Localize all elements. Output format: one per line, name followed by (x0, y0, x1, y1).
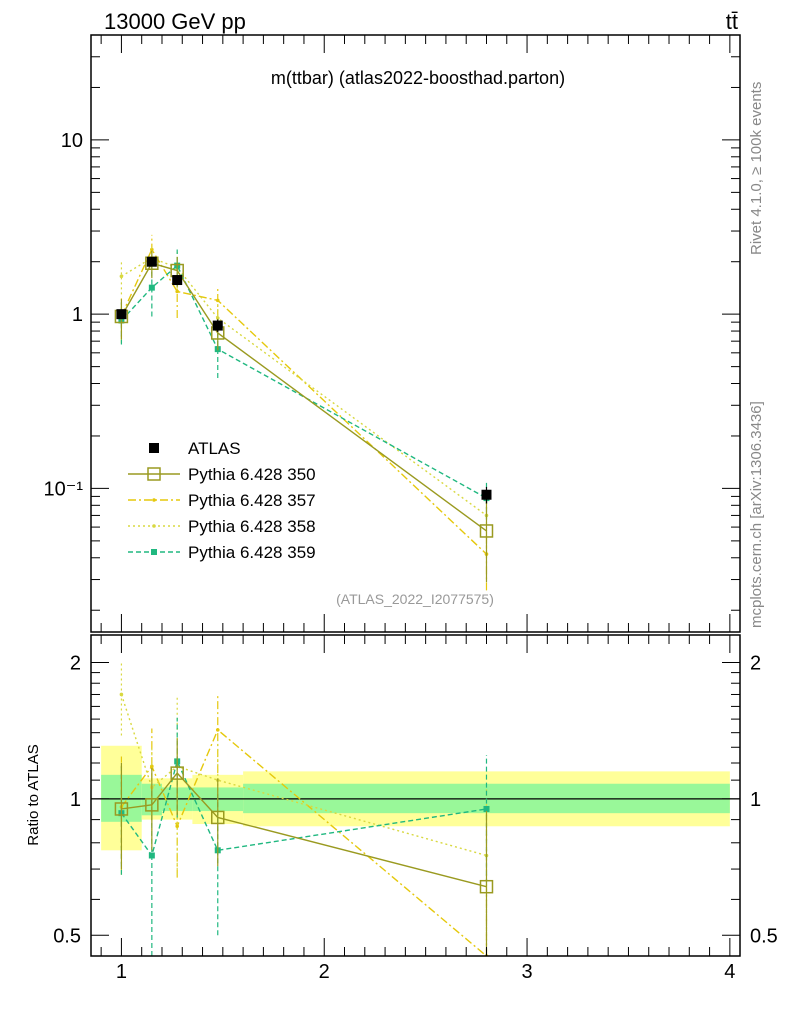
legend-label: Pythia 6.428 350 (188, 465, 316, 484)
data-point (481, 489, 492, 500)
ratio-line (120, 759, 487, 858)
main-title: m(ttbar) (atlas2022-boosthad.parton) (271, 68, 565, 88)
xtick-label: 1 (116, 961, 127, 983)
ratio-point (175, 824, 179, 829)
main-panel: 10⁻¹ 1 10 m(ttbar) (atlas2022-boosthad.par… (44, 34, 741, 633)
legend-label: Pythia 6.428 358 (188, 517, 316, 536)
legend-label: ATLAS (188, 439, 241, 458)
data-point (172, 275, 183, 286)
process-label: tt̄ (726, 9, 738, 34)
legend-item: Pythia 6.428 359 (128, 543, 316, 562)
legend-item: ATLAS (149, 439, 241, 458)
legend-label: Pythia 6.428 357 (188, 491, 316, 510)
data-point (212, 320, 223, 331)
main-ytick-label: 1 (72, 304, 83, 326)
legend-item: Pythia 6.428 358 (128, 517, 316, 536)
ratio-ytick-label-left: 2 (70, 652, 81, 674)
ratio-ytick-label-left: 0.5 (53, 925, 81, 947)
ratio-series-pythia-6.428-359 (118, 717, 490, 956)
legend-marker (147, 467, 161, 481)
data-point (116, 309, 127, 320)
legend-marker (152, 498, 156, 502)
ratio-point (215, 728, 220, 732)
data-point (150, 247, 154, 252)
site-label: mcplots.cern.ch [arXiv:1306.3436] (748, 401, 765, 628)
series-pythia-6.428-357 (119, 234, 489, 591)
ratio-point (150, 764, 154, 769)
watermark: (ATLAS_2022_I2077575) (336, 591, 494, 607)
data-point (146, 256, 157, 267)
ratio-point (148, 852, 155, 859)
ratio-point (114, 802, 129, 816)
ratio-ylabel: Ratio to ATLAS (25, 744, 42, 845)
ratio-frame (90, 634, 741, 957)
series-line (120, 264, 487, 499)
xtick-label: 3 (521, 961, 532, 983)
ratio-panel: 0.5 0.5 1 1 2 2 1 2 3 4 Ratio to ATLAS (25, 634, 778, 983)
ratio-point (119, 692, 124, 697)
ratio-point (211, 810, 225, 825)
data-point (215, 298, 220, 303)
series-atlas (116, 256, 492, 504)
legend-marker (152, 524, 156, 528)
ratio-point (483, 805, 490, 812)
ratio-ytick-label-left: 1 (70, 789, 81, 811)
xtick-label: 4 (724, 961, 735, 983)
ratio-series-pythia-6.428-350 (114, 738, 494, 956)
legend-marker (149, 443, 159, 453)
main-ytick-label: 10 (61, 130, 83, 152)
xtick-label: 2 (319, 961, 330, 983)
ratio-point (479, 879, 494, 894)
ratio-ytick-label-right: 0.5 (750, 925, 778, 947)
legend-item: Pythia 6.428 357 (128, 491, 316, 510)
ratio-point (145, 798, 159, 812)
ratio-point (170, 766, 184, 780)
legend-marker (151, 549, 157, 555)
series-line (120, 248, 487, 555)
data-point (148, 284, 155, 291)
main-ytick-label: 10⁻¹ (44, 478, 84, 500)
data-point (119, 274, 124, 279)
energy-label: 13000 GeV pp (104, 9, 246, 34)
data-point (215, 316, 220, 320)
legend-label: Pythia 6.428 359 (188, 543, 316, 562)
legend: ATLAS Pythia 6.428 350 Pythia 6.428 357 Pyt… (128, 439, 316, 562)
data-point (175, 289, 179, 294)
data-point (479, 524, 494, 538)
main-frame (90, 34, 741, 633)
legend-item: Pythia 6.428 350 (128, 465, 316, 484)
ratio-ytick-label-right: 1 (750, 789, 761, 811)
rivet-label: Rivet 4.1.0, ≥ 100k events (748, 82, 765, 255)
ratio-ytick-label-right: 2 (750, 652, 761, 674)
